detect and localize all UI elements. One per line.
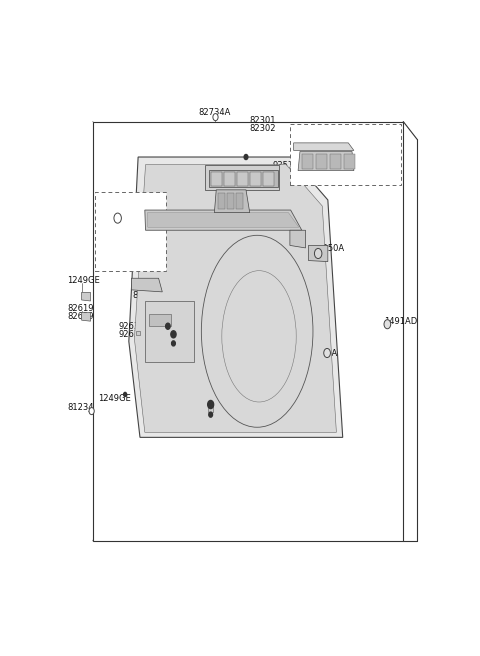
Polygon shape bbox=[215, 190, 250, 213]
Bar bbox=[224, 172, 235, 186]
Polygon shape bbox=[290, 230, 305, 248]
Text: 93571A: 93571A bbox=[272, 183, 304, 192]
Bar bbox=[290, 124, 401, 185]
Bar bbox=[148, 314, 171, 326]
Polygon shape bbox=[298, 152, 354, 171]
Text: 18643D: 18643D bbox=[158, 311, 192, 320]
Text: 82620: 82620 bbox=[132, 283, 159, 293]
Polygon shape bbox=[82, 313, 91, 321]
Bar bbox=[211, 172, 222, 186]
Circle shape bbox=[89, 407, 94, 415]
Bar bbox=[208, 403, 213, 412]
Text: 1249GE: 1249GE bbox=[67, 276, 100, 285]
Circle shape bbox=[124, 392, 127, 396]
Text: 82619: 82619 bbox=[67, 304, 94, 313]
Polygon shape bbox=[145, 210, 302, 230]
Circle shape bbox=[208, 400, 214, 409]
Bar bbox=[96, 192, 166, 271]
Text: 82611: 82611 bbox=[290, 225, 317, 234]
Text: 82734A: 82734A bbox=[198, 108, 230, 117]
Text: 82301: 82301 bbox=[250, 116, 276, 125]
Text: 82629: 82629 bbox=[67, 312, 94, 321]
Bar bbox=[344, 154, 355, 169]
Circle shape bbox=[209, 412, 213, 417]
Text: 82315A: 82315A bbox=[305, 348, 338, 358]
Text: 93577: 93577 bbox=[300, 150, 326, 159]
Bar bbox=[93, 121, 403, 541]
Text: 92631L: 92631L bbox=[119, 322, 150, 331]
Text: 93576B: 93576B bbox=[346, 164, 378, 173]
Text: 92631R: 92631R bbox=[119, 330, 151, 339]
Text: 93250A: 93250A bbox=[313, 244, 345, 253]
Circle shape bbox=[244, 154, 248, 159]
Text: 81234: 81234 bbox=[67, 403, 94, 412]
Text: 82241: 82241 bbox=[216, 208, 242, 217]
Bar bbox=[136, 331, 140, 335]
Text: 1249EA: 1249EA bbox=[158, 201, 191, 210]
Polygon shape bbox=[147, 213, 299, 227]
Text: 92606: 92606 bbox=[112, 237, 139, 246]
Polygon shape bbox=[134, 165, 336, 432]
Circle shape bbox=[171, 331, 176, 338]
Text: 93572A: 93572A bbox=[242, 171, 275, 180]
Circle shape bbox=[324, 348, 330, 358]
Polygon shape bbox=[132, 278, 162, 292]
Text: 1249GE: 1249GE bbox=[98, 394, 131, 403]
Text: 82610: 82610 bbox=[132, 291, 159, 300]
Bar bbox=[227, 193, 234, 209]
Circle shape bbox=[384, 319, 391, 329]
Circle shape bbox=[213, 113, 218, 121]
Polygon shape bbox=[129, 157, 343, 438]
Text: (RH): (RH) bbox=[297, 135, 315, 144]
Polygon shape bbox=[209, 170, 277, 188]
Bar bbox=[330, 154, 341, 169]
Text: 82302: 82302 bbox=[250, 124, 276, 133]
Bar bbox=[263, 172, 274, 186]
Polygon shape bbox=[82, 293, 91, 301]
Bar bbox=[250, 172, 261, 186]
Text: H93575: H93575 bbox=[332, 135, 364, 144]
Polygon shape bbox=[145, 301, 194, 361]
Polygon shape bbox=[309, 245, 328, 262]
Text: (RH): (RH) bbox=[100, 194, 119, 203]
Bar bbox=[237, 172, 248, 186]
Text: 82621D: 82621D bbox=[290, 233, 324, 242]
Circle shape bbox=[114, 213, 121, 223]
Text: 93590: 93590 bbox=[198, 403, 224, 412]
Text: (RH): (RH) bbox=[102, 213, 121, 222]
Text: 1491AD: 1491AD bbox=[384, 318, 417, 326]
Text: 82231: 82231 bbox=[216, 216, 243, 225]
Bar bbox=[316, 154, 327, 169]
Polygon shape bbox=[205, 165, 279, 190]
Circle shape bbox=[314, 249, 322, 258]
Text: 51586: 51586 bbox=[158, 329, 185, 338]
Bar bbox=[218, 193, 225, 209]
Bar bbox=[302, 154, 313, 169]
Circle shape bbox=[166, 323, 170, 329]
Circle shape bbox=[171, 341, 175, 346]
Polygon shape bbox=[294, 143, 354, 150]
Bar bbox=[236, 193, 243, 209]
Text: 93570B: 93570B bbox=[272, 161, 304, 170]
